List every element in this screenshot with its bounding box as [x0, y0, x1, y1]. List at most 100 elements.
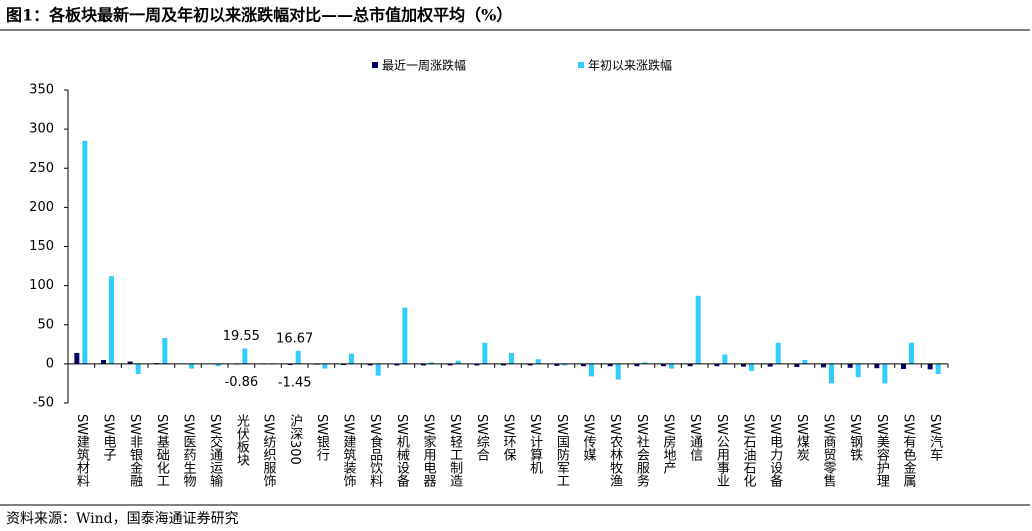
chart-title: 图1：各板块最新一周及年初以来涨跌幅对比——总市值加权平均（%）: [6, 6, 512, 25]
bar: [429, 362, 434, 364]
bar: [242, 348, 248, 364]
bar: [589, 363, 594, 377]
x-tick-label: SW轻工制造: [447, 414, 463, 489]
bar: [189, 363, 194, 369]
x-tick-label: SW非银金融: [127, 414, 143, 488]
data-label: 19.55: [223, 329, 260, 344]
bar: [135, 363, 141, 375]
bar: [527, 363, 533, 366]
bar: [634, 363, 640, 367]
bar: [349, 353, 354, 364]
bar: [607, 363, 613, 367]
legend-swatch: [578, 62, 584, 68]
bar: [722, 354, 728, 364]
x-tick-label: SW交通运输: [207, 414, 223, 488]
x-tick-label: SW家用电器: [421, 414, 437, 489]
x-tick-label: SW机械设备: [394, 414, 410, 489]
x-tick-label: SW传媒: [581, 414, 597, 462]
x-tick-label: SW建筑材料: [74, 414, 90, 488]
y-tick-label: -50: [33, 396, 54, 411]
bar: [447, 363, 453, 366]
bar: [127, 361, 133, 364]
bar: [767, 363, 773, 367]
bar: [802, 359, 808, 364]
bar: [581, 363, 586, 367]
x-tick-label: SW公用事业: [714, 414, 730, 487]
bar: [501, 363, 506, 366]
y-tick-label: 250: [29, 161, 54, 176]
bar: [874, 363, 880, 369]
bar: [474, 363, 480, 366]
bar: [562, 363, 568, 366]
bar: [927, 363, 933, 370]
bar: [794, 363, 800, 368]
data-label: -0.86: [225, 375, 259, 390]
x-tick-label: SW电子: [101, 414, 117, 462]
bar: [669, 363, 674, 369]
x-tick-label: SW汽车: [927, 414, 943, 462]
bar: [695, 295, 701, 364]
bar: [101, 359, 106, 364]
x-tick-label: SW美容护理: [874, 414, 890, 487]
x-tick-label: SW环保: [501, 414, 517, 462]
bar: [901, 363, 906, 369]
x-tick-label: SW社会服务: [634, 414, 650, 488]
x-tick-label: SW建筑装饰: [341, 414, 357, 488]
bar: [554, 363, 560, 366]
bar: [394, 363, 400, 366]
bar: [661, 363, 666, 367]
bar: [287, 363, 293, 366]
x-tick-label: SW纺织服饰: [261, 414, 277, 488]
bar: [322, 363, 328, 369]
y-tick-label: 50: [37, 317, 54, 332]
x-tick-label: SW基础化工: [154, 414, 170, 487]
bar: [295, 350, 301, 364]
x-tick-label: SW石油石化: [741, 414, 757, 489]
bar: [775, 342, 781, 364]
y-tick-label: 300: [29, 122, 54, 137]
bar: [855, 363, 861, 378]
legend-label: 最近一周涨跌幅: [382, 58, 466, 73]
bar: [82, 140, 88, 364]
x-tick-label: SW国防军工: [554, 414, 570, 487]
bar: [509, 352, 514, 364]
bar: [535, 359, 541, 364]
bar: [909, 342, 914, 364]
legend-swatch: [372, 62, 378, 68]
bar: [215, 363, 221, 367]
data-label: -1.45: [278, 376, 312, 391]
bar: [74, 352, 80, 364]
bar: [935, 363, 941, 375]
bar: [882, 363, 888, 384]
bar: [714, 363, 720, 367]
bar: [402, 307, 408, 364]
bar: [109, 276, 114, 364]
y-tick-label: 0: [46, 356, 54, 371]
source-note: 资料来源：Wind，国泰海通证券研究: [6, 511, 239, 527]
x-tick-label: 沪深300: [287, 413, 303, 464]
bar: [642, 362, 648, 364]
y-tick-label: 200: [29, 200, 54, 215]
x-tick-label: SW银行: [314, 414, 330, 463]
bar: [829, 363, 834, 384]
x-tick-label: SW计算机: [527, 414, 543, 476]
y-tick-label: 350: [29, 83, 54, 98]
bar: [455, 360, 461, 364]
x-tick-label: SW有色金属: [901, 414, 917, 489]
x-tick-label: SW商贸零售: [821, 414, 837, 488]
bar: [749, 363, 754, 371]
bar: [162, 338, 168, 364]
bar: [367, 363, 373, 366]
bar: [482, 342, 488, 364]
bar: [821, 363, 826, 368]
x-tick-label: SW食品饮料: [367, 414, 383, 488]
y-tick-label: 100: [29, 278, 54, 293]
bar: [421, 363, 426, 366]
x-tick-label: 光伏板块: [234, 414, 250, 467]
legend-label: 年初以来涨跌幅: [588, 58, 672, 73]
x-tick-label: SW电力设备: [767, 414, 783, 489]
x-tick-label: SW煤炭: [794, 414, 810, 463]
bar: [687, 363, 693, 367]
x-tick-label: SW钢铁: [847, 414, 863, 462]
